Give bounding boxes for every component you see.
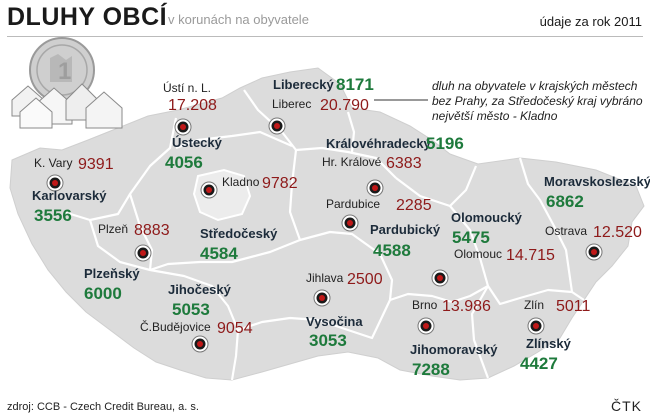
region-name-zlinsky: Zlínský [526,336,572,351]
city-value-hradec: 6383 [386,155,422,172]
region-value-zlinsky: 4427 [520,354,558,373]
city-marker-icon [585,243,603,261]
city-marker-icon [191,335,209,353]
city-value-plzen: 8883 [134,222,170,239]
city-name-brno: Brno [412,298,438,312]
city-marker-icon [174,118,192,136]
city-value-zlin: 5011 [556,298,591,315]
region-name-vysocina: Vysočina [306,314,363,329]
region-value-plzensky: 6000 [84,284,122,303]
city-name-olomouc: Olomouc [454,247,502,261]
city-value-kladno: 9782 [262,175,298,192]
city-value-liberec: 20.790 [320,97,369,114]
region-value-karlovarsky: 3556 [34,206,72,225]
city-marker-icon [431,269,449,287]
city-name-liberec: Liberec [272,97,311,111]
city-name-usti: Ústí n. L. [163,80,211,95]
city-name-kvary: K. Vary [34,156,72,170]
city-value-budejovice: 9054 [217,320,253,337]
region-value-liberecky: 8171 [336,75,374,94]
city-name-kladno: Kladno [222,175,260,189]
country-shape [9,67,645,381]
city-name-zlin: Zlín [524,298,544,312]
city-value-usti: 17.208 [168,97,217,114]
city-marker-icon [341,214,359,232]
region-name-stredocesky: Středočeský [200,226,278,241]
city-marker-icon [134,244,152,262]
city-name-hradec: Hr. Králové [322,155,382,169]
svg-text:1: 1 [58,58,71,85]
region-value-stredocesky: 4584 [200,244,238,263]
city-marker-icon [313,289,331,307]
city-name-budejovice: Č.Budějovice [140,319,211,334]
region-value-ustecky: 4056 [165,153,203,172]
city-value-jihlava: 2500 [347,271,383,288]
region-value-jihomoravsky: 7288 [412,360,450,379]
map-subtitle: v korunách na obyvatele [168,12,309,27]
title-divider [7,36,643,37]
region-name-moravskoslezsky: Moravskoslezský [544,174,650,189]
region-name-kralovehradecky: Královéhradecký [326,136,432,151]
map-note: dluh na obyvatele v krajských městech be… [432,79,643,123]
region-borders [63,89,585,381]
region-name-ustecky: Ústecký [172,135,223,150]
city-value-brno: 13.986 [442,298,491,315]
city-value-ostrava: 12.520 [593,224,642,241]
region-value-olomoucky: 5475 [452,228,490,247]
coin-houses-illustration: 1 [11,37,123,129]
region-name-plzensky: Plzeňský [84,266,140,281]
city-marker-icon [200,181,218,199]
region-value-vysocina: 3053 [309,331,347,350]
city-marker-icon [268,117,286,135]
region-value-moravskoslezsky: 6862 [546,192,584,211]
region-value-pardubicky: 4588 [373,241,411,260]
source-credit: zdroj: CCB - Czech Credit Bureau, a. s. [7,401,199,413]
city-marker-icon [527,317,545,335]
city-value-kvary: 9391 [78,156,114,173]
city-name-ostrava: Ostrava [545,224,587,238]
region-name-olomoucky: Olomoucký [451,210,523,225]
map-title: DLUHY OBCÍ [7,3,168,31]
year-label: údaje za rok 2011 [539,14,642,29]
city-marker-icon [366,179,384,197]
city-value-olomouc: 14.715 [506,247,555,264]
city-name-plzen: Plzeň [98,222,128,236]
region-name-jihocesky: Jihočeský [168,282,232,297]
region-name-liberecky: Liberecký [273,77,334,92]
region-name-karlovarsky: Karlovarský [32,188,107,203]
region-value-kralovehradecky: 5196 [426,134,464,153]
agency-label: ČTK [611,398,642,414]
region-name-jihomoravsky: Jihomoravský [410,342,498,357]
region-name-pardubicky: Pardubický [370,222,441,237]
city-marker-icon [417,317,435,335]
region-value-jihocesky: 5053 [172,300,210,319]
city-name-pardubice: Pardubice [326,197,380,211]
city-value-pardubice: 2285 [396,197,432,214]
city-marker-icon [46,174,64,192]
city-name-jihlava: Jihlava [306,271,344,285]
